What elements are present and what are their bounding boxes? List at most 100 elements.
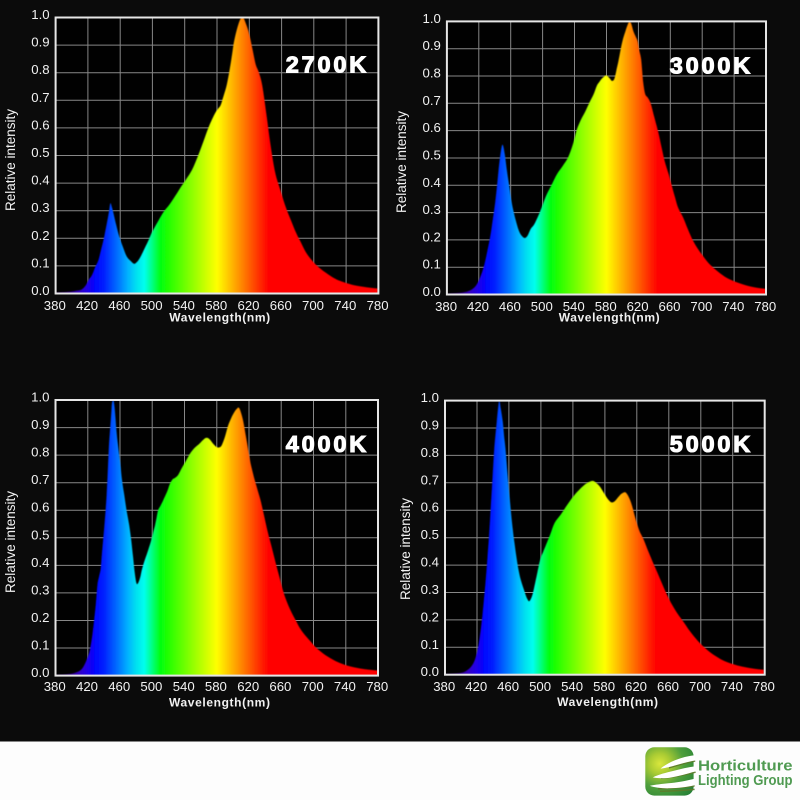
svg-text:0.1: 0.1 — [31, 638, 49, 653]
svg-text:660: 660 — [657, 679, 679, 694]
svg-text:0.7: 0.7 — [421, 472, 439, 487]
svg-text:420: 420 — [467, 299, 489, 314]
svg-text:Wavelength(nm): Wavelength(nm) — [559, 311, 661, 325]
svg-text:0.6: 0.6 — [31, 500, 49, 515]
svg-text:0.2: 0.2 — [421, 609, 439, 624]
svg-text:1.0: 1.0 — [31, 7, 49, 22]
svg-text:660: 660 — [269, 679, 291, 694]
svg-text:540: 540 — [173, 679, 195, 694]
svg-text:Lighting Group: Lighting Group — [698, 773, 793, 789]
svg-text:Wavelength(nm): Wavelength(nm) — [169, 311, 271, 325]
svg-text:620: 620 — [625, 679, 647, 694]
svg-text:580: 580 — [593, 679, 615, 694]
svg-text:700: 700 — [689, 679, 711, 694]
svg-text:Horticulture: Horticulture — [698, 758, 793, 774]
svg-text:0.2: 0.2 — [31, 228, 49, 243]
svg-text:Relative intensity: Relative intensity — [3, 491, 18, 593]
svg-text:0.4: 0.4 — [31, 173, 49, 188]
svg-text:540: 540 — [173, 298, 195, 313]
svg-text:540: 540 — [561, 679, 583, 694]
svg-text:Relative intensity: Relative intensity — [398, 498, 413, 600]
svg-text:0.4: 0.4 — [423, 175, 441, 190]
svg-text:0.0: 0.0 — [423, 284, 441, 299]
svg-text:0.2: 0.2 — [423, 229, 441, 244]
svg-text:0.5: 0.5 — [31, 145, 49, 160]
svg-text:420: 420 — [465, 679, 487, 694]
svg-text:700: 700 — [302, 679, 324, 694]
svg-text:0.9: 0.9 — [421, 418, 439, 433]
svg-text:0.6: 0.6 — [421, 500, 439, 515]
svg-text:780: 780 — [367, 298, 389, 313]
svg-text:0.0: 0.0 — [31, 283, 49, 298]
svg-text:420: 420 — [76, 298, 98, 313]
svg-text:0.0: 0.0 — [31, 665, 49, 680]
svg-text:380: 380 — [44, 298, 66, 313]
svg-text:460: 460 — [108, 298, 130, 313]
svg-text:460: 460 — [497, 679, 519, 694]
svg-text:620: 620 — [237, 679, 259, 694]
svg-text:1.0: 1.0 — [421, 390, 439, 405]
svg-text:580: 580 — [595, 299, 617, 314]
svg-text:0.4: 0.4 — [31, 555, 49, 570]
svg-text:460: 460 — [108, 679, 130, 694]
svg-text:5000K: 5000K — [670, 431, 753, 457]
svg-text:0.8: 0.8 — [423, 66, 441, 81]
svg-text:620: 620 — [237, 298, 259, 313]
svg-text:0.8: 0.8 — [31, 445, 49, 460]
svg-text:380: 380 — [44, 679, 66, 694]
svg-text:500: 500 — [531, 299, 553, 314]
svg-text:0.7: 0.7 — [423, 93, 441, 108]
svg-text:580: 580 — [205, 679, 227, 694]
svg-text:0.5: 0.5 — [31, 527, 49, 542]
svg-text:0.9: 0.9 — [31, 417, 49, 432]
svg-text:500: 500 — [141, 298, 163, 313]
svg-text:0.0: 0.0 — [421, 664, 439, 679]
svg-text:Wavelength(nm): Wavelength(nm) — [169, 696, 271, 710]
svg-text:540: 540 — [563, 299, 585, 314]
svg-text:740: 740 — [721, 679, 743, 694]
svg-text:0.8: 0.8 — [31, 62, 49, 77]
svg-text:660: 660 — [270, 298, 292, 313]
svg-text:0.4: 0.4 — [421, 555, 439, 570]
svg-text:0.3: 0.3 — [31, 200, 49, 215]
svg-text:500: 500 — [529, 679, 551, 694]
svg-text:780: 780 — [753, 679, 775, 694]
svg-text:0.3: 0.3 — [423, 202, 441, 217]
svg-text:740: 740 — [334, 679, 356, 694]
svg-text:740: 740 — [334, 298, 356, 313]
svg-text:0.9: 0.9 — [423, 38, 441, 53]
svg-text:0.7: 0.7 — [31, 472, 49, 487]
svg-text:0.3: 0.3 — [421, 582, 439, 597]
svg-text:380: 380 — [435, 299, 457, 314]
svg-text:1.0: 1.0 — [423, 11, 441, 26]
svg-text:780: 780 — [754, 299, 776, 314]
svg-text:0.9: 0.9 — [31, 35, 49, 50]
svg-text:660: 660 — [658, 299, 680, 314]
svg-text:2700K: 2700K — [286, 51, 369, 77]
svg-text:3000K: 3000K — [670, 52, 753, 78]
svg-text:420: 420 — [76, 679, 98, 694]
svg-text:620: 620 — [627, 299, 649, 314]
svg-text:460: 460 — [499, 299, 521, 314]
svg-text:Relative intensity: Relative intensity — [3, 109, 18, 211]
svg-text:0.7: 0.7 — [31, 90, 49, 105]
svg-text:0.6: 0.6 — [31, 117, 49, 132]
svg-text:740: 740 — [722, 299, 744, 314]
svg-text:Wavelength(nm): Wavelength(nm) — [557, 695, 659, 709]
svg-text:0.5: 0.5 — [421, 527, 439, 542]
svg-text:0.1: 0.1 — [31, 255, 49, 270]
svg-text:700: 700 — [690, 299, 712, 314]
svg-text:500: 500 — [140, 679, 162, 694]
svg-text:0.5: 0.5 — [423, 147, 441, 162]
svg-text:1.0: 1.0 — [31, 390, 49, 405]
svg-text:0.6: 0.6 — [423, 120, 441, 135]
svg-text:700: 700 — [302, 298, 324, 313]
svg-text:0.8: 0.8 — [421, 445, 439, 460]
svg-text:4000K: 4000K — [286, 431, 369, 457]
svg-text:Relative intensity: Relative intensity — [394, 111, 409, 213]
svg-text:0.3: 0.3 — [31, 582, 49, 597]
svg-text:0.2: 0.2 — [31, 610, 49, 625]
svg-text:380: 380 — [433, 679, 455, 694]
svg-text:0.1: 0.1 — [421, 637, 439, 652]
svg-text:0.1: 0.1 — [423, 257, 441, 272]
